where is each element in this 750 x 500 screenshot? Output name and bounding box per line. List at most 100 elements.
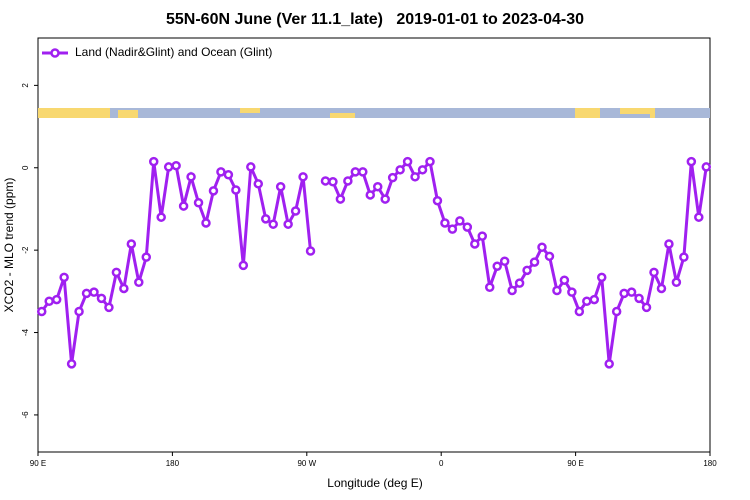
- data-point: [432, 195, 443, 206]
- data-point: [290, 206, 301, 216]
- data-point: [402, 156, 413, 167]
- data-point: [559, 275, 570, 285]
- x-tick-label: 90 W: [297, 459, 316, 468]
- data-point: [320, 176, 331, 186]
- data-point: [201, 218, 211, 228]
- series-line: [40, 161, 313, 365]
- data-point: [634, 293, 644, 304]
- data-point: [440, 218, 450, 228]
- data-point: [492, 261, 502, 271]
- land-ocean-strip: [38, 108, 710, 118]
- x-tick-label: 0: [439, 459, 444, 468]
- data-point: [44, 296, 54, 306]
- data-point: [365, 190, 376, 200]
- y-tick-label: -6: [21, 411, 30, 419]
- x-tick-label: 90 E: [567, 459, 583, 468]
- y-axis-label: XCO2 - MLO trend (ppm): [2, 178, 16, 313]
- data-point: [126, 239, 137, 249]
- data-point: [51, 294, 62, 305]
- data-point: [305, 246, 316, 256]
- chart-title: 55N-60N June (Ver 11.1_late) 2019-01-01 …: [166, 11, 584, 28]
- data-point: [477, 231, 488, 241]
- data-point: [582, 296, 592, 306]
- data-point: [484, 282, 495, 292]
- plot-frame: [37, 37, 711, 453]
- x-tick-label: 90 E: [30, 459, 46, 468]
- x-tick-label: 180: [703, 459, 717, 468]
- data-point: [104, 302, 114, 313]
- data-point: [66, 359, 77, 369]
- data-point: [119, 283, 129, 294]
- data-point: [358, 167, 368, 177]
- data-point: [619, 288, 629, 299]
- data-point: [163, 162, 174, 172]
- data-point: [141, 252, 152, 262]
- data-point: [544, 251, 555, 262]
- data-point: [328, 177, 338, 187]
- series-line: [325, 158, 708, 365]
- data-point: [514, 278, 525, 288]
- data-point: [537, 242, 547, 253]
- y-tick-label: 2: [21, 83, 30, 88]
- data-point: [298, 172, 308, 182]
- data-point: [275, 181, 286, 192]
- y-tick-label: -4: [21, 328, 30, 336]
- data-point: [178, 201, 189, 211]
- data-point: [111, 267, 122, 278]
- data-point: [260, 214, 271, 224]
- data-point: [470, 239, 480, 249]
- data-point: [216, 167, 226, 177]
- data-point: [387, 172, 398, 183]
- data-point: [417, 165, 428, 175]
- data-point: [589, 294, 600, 305]
- data-point: [350, 167, 361, 177]
- data-point: [529, 257, 540, 267]
- data-point: [567, 287, 577, 297]
- data-point: [186, 172, 196, 182]
- data-point: [148, 156, 159, 167]
- data-point: [74, 306, 84, 317]
- data-point: [656, 283, 667, 294]
- data-point: [507, 285, 517, 296]
- data-point: [425, 156, 435, 167]
- data-point: [380, 194, 390, 204]
- y-tick-label: -2: [21, 246, 30, 254]
- data-point: [611, 306, 622, 317]
- x-tick-label: 180: [166, 459, 180, 468]
- data-point: [171, 160, 181, 171]
- data-point: [89, 287, 99, 297]
- data-point: [649, 267, 659, 278]
- data-point: [268, 219, 278, 229]
- data-point: [447, 224, 458, 234]
- data-point: [96, 293, 107, 304]
- data-point: [372, 181, 383, 192]
- data-point: [193, 198, 204, 208]
- data-point: [395, 165, 405, 175]
- data-point: [462, 222, 473, 232]
- data-point: [134, 277, 144, 288]
- data-point: [626, 287, 637, 297]
- x-axis-label: Longitude (deg E): [327, 476, 422, 490]
- data-point: [522, 265, 532, 276]
- data-point: [238, 260, 249, 271]
- data-point: [604, 359, 614, 369]
- data-point: [455, 216, 465, 226]
- data-point: [552, 285, 562, 296]
- data-point: [679, 252, 689, 262]
- data-point: [253, 179, 264, 189]
- data-point: [81, 288, 92, 299]
- data-point: [335, 194, 346, 204]
- data-point: [641, 302, 652, 313]
- data-point: [36, 306, 47, 317]
- data-point: [410, 172, 420, 182]
- data-point: [231, 185, 241, 195]
- data-point: [694, 212, 704, 222]
- data-point: [246, 162, 256, 172]
- data-point: [223, 170, 234, 180]
- data-point: [59, 272, 69, 283]
- data-point: [156, 212, 166, 222]
- data-point: [596, 272, 607, 283]
- data-point: [686, 156, 697, 167]
- data-point: [499, 256, 510, 267]
